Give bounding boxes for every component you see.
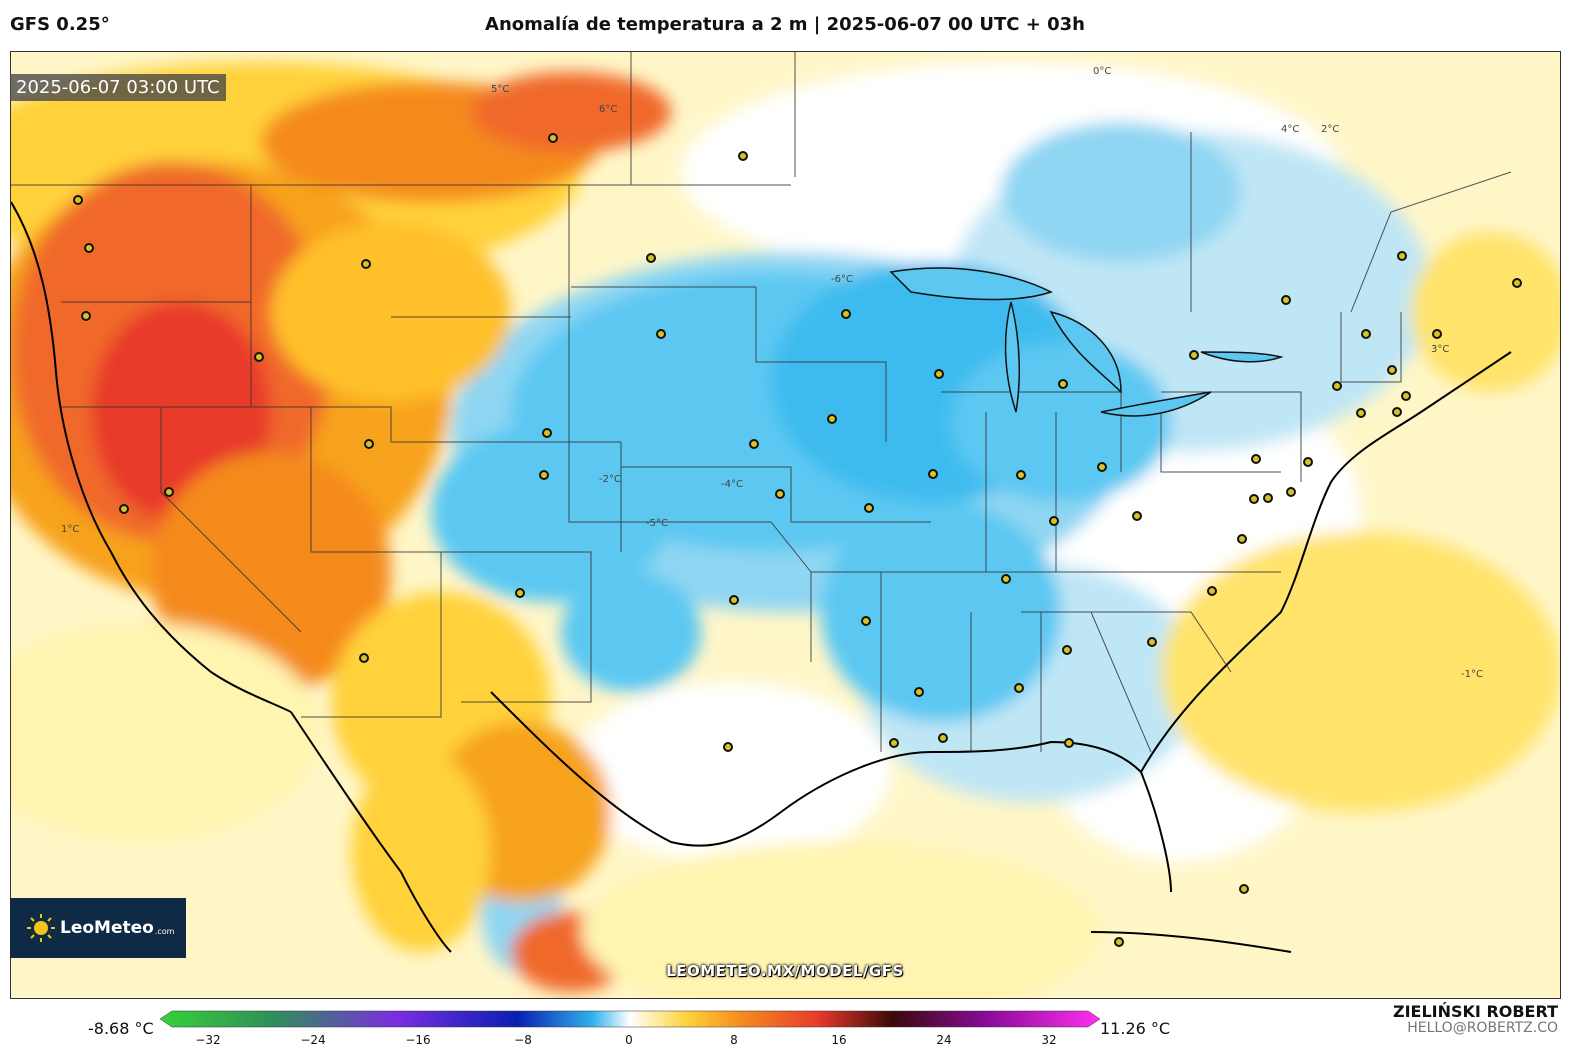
legend-min-value: -8.68 °C — [88, 1019, 154, 1038]
contour-labels: 6°C 4°C 2°C 0°C -2°C -4°C -5°C 5°C 1°C -… — [61, 66, 1483, 680]
leometeo-logo[interactable]: LeoMeteo .com — [10, 898, 186, 958]
colorbar-tick: −16 — [405, 1033, 431, 1047]
colorbar-tick: −8 — [514, 1033, 532, 1047]
model-label: GFS 0.25° — [10, 14, 110, 35]
contour-label: -6°C — [831, 274, 853, 285]
colorbar-tick: −24 — [300, 1033, 326, 1047]
city-markers — [73, 133, 1522, 947]
legend-max-value: 11.26 °C — [1100, 1019, 1171, 1038]
author-email[interactable]: HELLO@ROBERTZ.CO — [1407, 1020, 1558, 1036]
logo-suffix: .com — [154, 926, 175, 936]
colorbar-tick: −32 — [195, 1033, 221, 1047]
coastlines — [11, 201, 1512, 953]
colorbar-tick: 32 — [1041, 1033, 1057, 1047]
sun-icon — [27, 914, 55, 942]
contour-label: 3°C — [1431, 344, 1449, 355]
contour-label: -1°C — [1461, 669, 1483, 680]
map-canvas: 6°C 4°C 2°C 0°C -2°C -4°C -5°C 5°C 1°C -… — [11, 52, 1560, 998]
colorbar — [160, 1010, 1100, 1028]
logo-name: LeoMeteo — [60, 918, 154, 938]
colorbar-tick: 24 — [936, 1033, 952, 1047]
contour-label: -2°C — [599, 474, 621, 485]
map-title: Anomalía de temperatura a 2 m | 2025-06-… — [485, 14, 1085, 35]
colorbar-tick: 0 — [625, 1033, 633, 1047]
watermark: LEOMETEO.MX/MODEL/GFS — [666, 962, 904, 980]
contour-label: 0°C — [1093, 66, 1111, 77]
colorbar-tick: 8 — [730, 1033, 738, 1047]
contour-label: 1°C — [61, 524, 79, 535]
temperature-anomaly-map[interactable]: 6°C 4°C 2°C 0°C -2°C -4°C -5°C 5°C 1°C -… — [10, 51, 1561, 999]
contour-label: 6°C — [599, 104, 617, 115]
contour-label: -4°C — [721, 479, 743, 490]
author-name: ZIELIŃSKI ROBERT — [1392, 1002, 1558, 1021]
forecast-timestamp: 2025-06-07 03:00 UTC — [10, 74, 226, 101]
contour-label: 5°C — [491, 84, 509, 95]
contour-label: -5°C — [646, 518, 668, 529]
contour-label: 2°C — [1321, 124, 1339, 135]
colorbar-tick: 16 — [831, 1033, 847, 1047]
great-lakes — [889, 267, 1284, 417]
contour-label: 4°C — [1281, 124, 1299, 135]
